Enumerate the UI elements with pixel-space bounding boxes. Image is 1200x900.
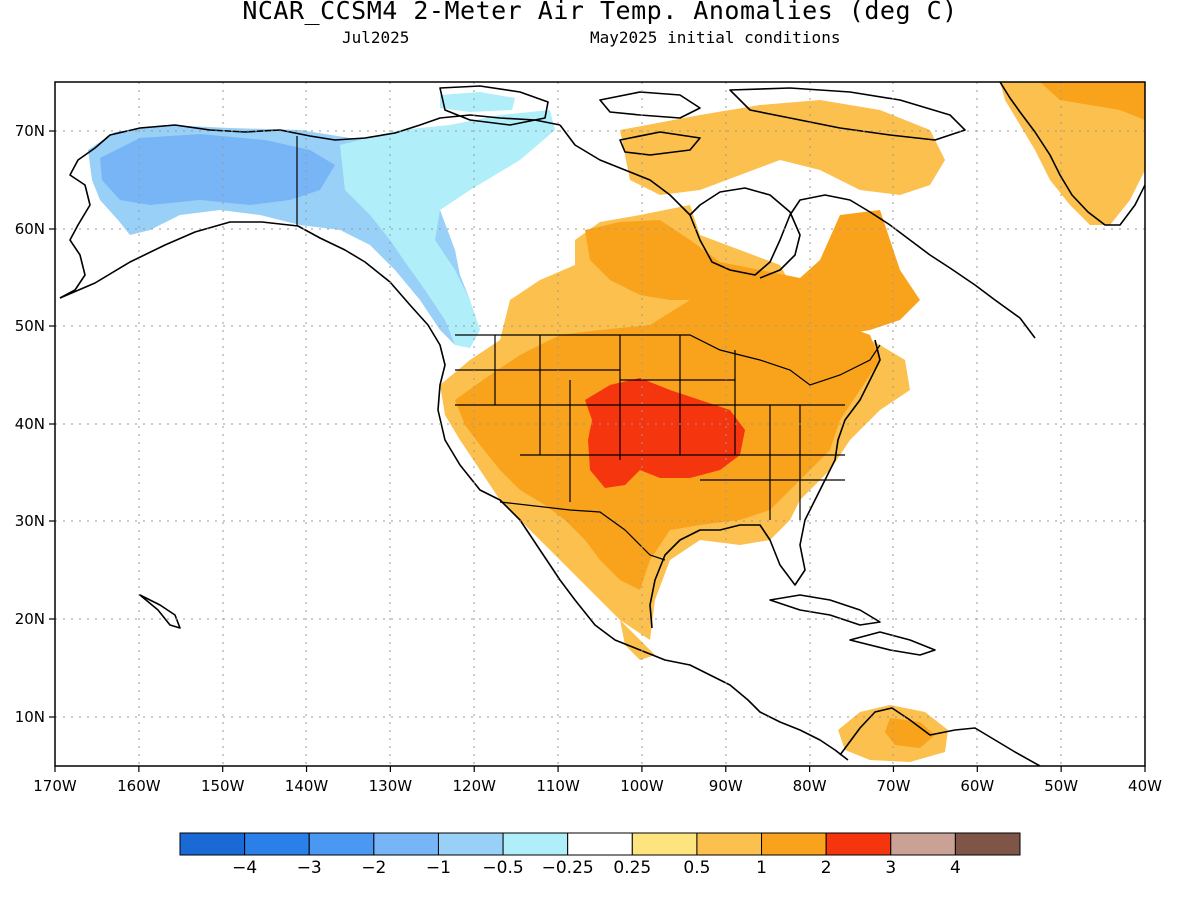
lon-tick-label: 150W (201, 777, 245, 795)
initial-conditions: May2025 initial conditions (590, 28, 841, 47)
lat-tick-label: 60N (15, 220, 45, 238)
alaska-interior-cool-anomaly (100, 134, 335, 205)
mexico-east-warm (620, 620, 655, 660)
greenland-warm-core (1040, 82, 1145, 120)
colorbar-label: 2 (821, 858, 832, 878)
venezuela-warm-core (885, 718, 935, 748)
colorbar-swatch (825, 832, 892, 856)
lon-tick-label: 170W (33, 777, 77, 795)
valid-month: Jul2025 (342, 28, 410, 47)
lat-tick-label: 40N (15, 415, 45, 433)
map-area (55, 82, 1145, 766)
colorbar-label: 4 (950, 858, 961, 878)
colorbar-swatch (308, 832, 375, 856)
colorbar-label: −1 (426, 858, 451, 878)
lat-tick-label: 20N (15, 610, 45, 628)
hudson-north-warm (620, 100, 945, 195)
lat-tick-label: 30N (15, 512, 45, 530)
graticule (55, 82, 1145, 766)
colorbar-label: 0.5 (683, 858, 710, 878)
arctic-islands-cool (440, 92, 515, 112)
lon-tick-label: 100W (620, 777, 664, 795)
colorbar-label: −2 (361, 858, 386, 878)
latitude-axis: 70N 60N 50N 40N 30N 20N 10N (15, 122, 55, 726)
lon-tick-label: 120W (452, 777, 496, 795)
colorbar-swatch (890, 832, 956, 856)
colorbar-swatch (761, 832, 827, 856)
lon-tick-label: 70W (877, 777, 911, 795)
colorbar-label: 1 (756, 858, 767, 878)
colorbar: −4 −3 −2 −1 −0.5 −0.25 0.25 0.5 1 2 3 4 (179, 832, 1021, 878)
colorbar-label: −0.5 (482, 858, 523, 878)
colorbar-swatch (954, 832, 1021, 856)
lon-tick-label: 90W (709, 777, 743, 795)
colorbar-label: −0.25 (542, 858, 594, 878)
longitude-axis: 170W 160W 150W 140W 130W 120W 110W 100W 90W 80W 70… (33, 766, 1162, 795)
colorbar-label: 3 (885, 858, 896, 878)
colorbar-swatch (502, 832, 569, 856)
borders (296, 136, 881, 561)
lon-tick-label: 140W (285, 777, 329, 795)
colorbar-label: 0.25 (613, 858, 651, 878)
lon-tick-label: 110W (536, 777, 580, 795)
colorbar-swatch (437, 832, 504, 856)
colorbar-swatch (567, 832, 633, 856)
colorbar-swatch (373, 832, 439, 856)
map-title: NCAR_CCSM4 2-Meter Air Temp. Anomalies (… (242, 0, 958, 25)
colorbar-label: −3 (297, 858, 322, 878)
lon-tick-label: 60W (960, 777, 994, 795)
colorbar-label: −4 (232, 858, 257, 878)
lon-tick-label: 80W (793, 777, 827, 795)
lon-tick-label: 130W (369, 777, 413, 795)
lat-tick-label: 50N (15, 317, 45, 335)
lat-tick-label: 10N (15, 708, 45, 726)
colorbar-swatch (244, 832, 310, 856)
colorbar-swatch (696, 832, 763, 856)
lon-tick-label: 160W (117, 777, 161, 795)
colorbar-swatch (179, 832, 246, 856)
lon-tick-label: 50W (1044, 777, 1078, 795)
lon-tick-label: 40W (1128, 777, 1162, 795)
pacific-nw-slight-cool (340, 110, 555, 348)
colorbar-swatch (631, 832, 698, 856)
greenland-warm-anomaly (1000, 82, 1145, 225)
canada-east-warm-anomaly (585, 210, 920, 335)
lat-tick-label: 70N (15, 122, 45, 140)
